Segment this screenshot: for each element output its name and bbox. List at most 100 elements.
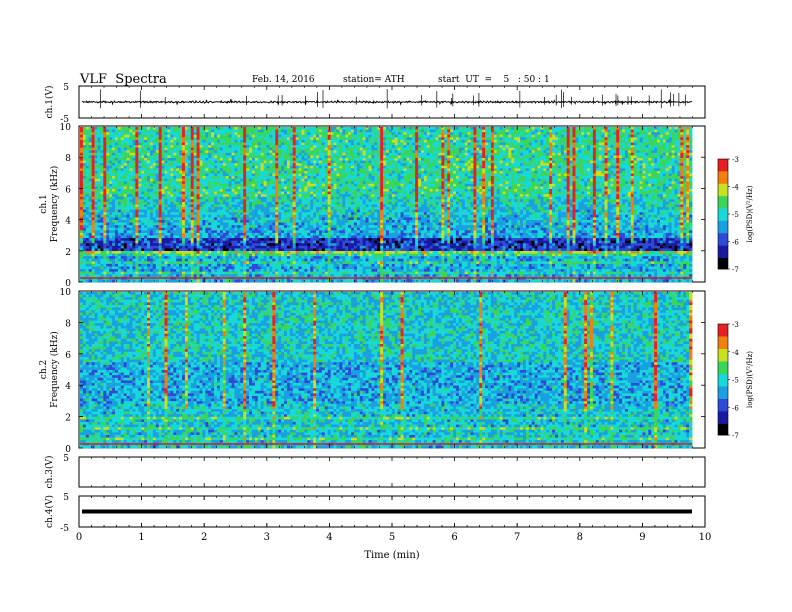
spectrogram-cell (499, 176, 503, 180)
spectrogram-cell (569, 173, 573, 177)
spectrogram-cell (633, 176, 638, 180)
spectrogram-cell (141, 181, 145, 185)
spectrogram-cell (144, 129, 148, 133)
spectrogram-cell (458, 134, 463, 138)
spectrogram-cell (552, 129, 556, 133)
spectrogram-cell (269, 147, 273, 151)
spectrogram-cell (645, 173, 649, 177)
spectrogram-cell (249, 163, 253, 167)
spectrogram-cell (152, 176, 157, 180)
spectrogram-cell (94, 163, 98, 167)
spectrogram-cell (214, 137, 218, 141)
spectrogram-cell (275, 137, 279, 141)
spectrogram-cell (470, 183, 474, 187)
spectrogram-cell (138, 186, 142, 190)
spectrogram-cell (147, 183, 151, 187)
spectrogram-cell (152, 134, 157, 138)
spectrogram-cell (508, 150, 512, 154)
spectrogram-cell (147, 145, 151, 149)
spectrogram-cell (473, 163, 477, 167)
spectrogram-cell (254, 170, 259, 174)
spectrogram-cell (82, 129, 87, 133)
spectrogram-cell (654, 160, 658, 164)
spectrogram-cell (447, 178, 451, 182)
spectrogram-cell (595, 127, 600, 130)
spectrogram-cell (619, 139, 623, 143)
spectrogram-cell (657, 170, 661, 174)
spectrogram-cell (120, 173, 125, 177)
spectrogram-cell (610, 137, 614, 141)
spectrogram-cell (307, 178, 311, 182)
spectrogram-cell (552, 181, 556, 185)
spectrogram-cell (534, 163, 538, 167)
spectrogram-cell (388, 176, 393, 180)
spectrogram-cell (211, 173, 215, 177)
spectrogram-cell (362, 155, 366, 159)
spectrogram-cell (301, 163, 305, 167)
spectrogram-cell (569, 152, 573, 156)
spectrogram-cell (432, 145, 436, 149)
spectrogram-cell (569, 168, 573, 172)
spectrogram-cell (351, 165, 355, 169)
spectrogram-cell (651, 163, 655, 167)
spectrogram-cell (386, 173, 390, 177)
spectrogram-cell (671, 129, 675, 133)
spectrogram-cell (464, 170, 468, 174)
spectrogram-cell (587, 181, 591, 185)
spectrogram-cell (301, 142, 305, 146)
spectrogram-cell (330, 165, 334, 169)
spectrogram-cell (362, 178, 366, 182)
spectrogram-cell (659, 132, 664, 136)
spectrogram-cell (208, 137, 212, 141)
spectrogram-cell (557, 155, 562, 159)
spectrogram-cell (514, 176, 518, 180)
spectrogram-cell (123, 178, 128, 182)
spectrogram-cell (624, 183, 629, 187)
spectrogram-cell (386, 142, 390, 146)
spectrogram-cell (657, 158, 661, 161)
spectrogram-cell (496, 152, 501, 156)
spectrogram-cell (176, 176, 180, 180)
spectrogram-cell (371, 142, 375, 146)
spectrogram-cell (572, 181, 576, 185)
spectrogram-cell (211, 168, 215, 172)
spectrogram-cell (563, 181, 568, 185)
spectrogram-cell (80, 173, 84, 177)
spectrogram-cell (298, 178, 302, 182)
spectrogram-cell (616, 178, 620, 182)
spectrogram-cell (251, 142, 256, 146)
spectrogram-cell (525, 163, 530, 167)
spectrogram-cell (114, 178, 119, 182)
spectrogram-cell (610, 139, 614, 143)
spectrogram-cell (639, 150, 643, 154)
spectrogram-cell (391, 137, 396, 141)
spectrogram-cell (420, 183, 425, 187)
spectrogram-cell (257, 152, 262, 156)
spectrogram-cell (680, 170, 684, 174)
spectrogram-cell (205, 176, 209, 180)
spectrogram-cell (135, 147, 139, 151)
spectrogram-cell (630, 181, 635, 185)
spectrogram-cell (94, 165, 98, 169)
spectrogram-cell (284, 158, 288, 161)
spectrogram-cell (123, 165, 128, 169)
spectrogram-cell (531, 168, 536, 172)
spectrogram-cell (662, 183, 667, 187)
spectrogram-cell (444, 129, 448, 133)
spectrogram-cell (202, 150, 206, 154)
spectrogram-cell (356, 147, 361, 151)
spectrogram-cell (362, 139, 366, 143)
spectrogram-cell (158, 168, 162, 172)
spectrogram-cell (155, 183, 160, 187)
spectrogram-cell (310, 134, 314, 138)
spectrogram-cell (380, 178, 384, 182)
spectrogram-cell (555, 168, 559, 172)
spectrogram-cell (394, 160, 399, 164)
spectrogram-cell (170, 155, 174, 159)
spectrogram-cell (187, 158, 192, 161)
spectrogram-cell (216, 178, 221, 182)
spectrogram-cell (100, 163, 104, 167)
spectrogram-cell (243, 129, 247, 133)
spectrogram-cell (400, 163, 404, 167)
spectrogram-cell (348, 165, 352, 169)
